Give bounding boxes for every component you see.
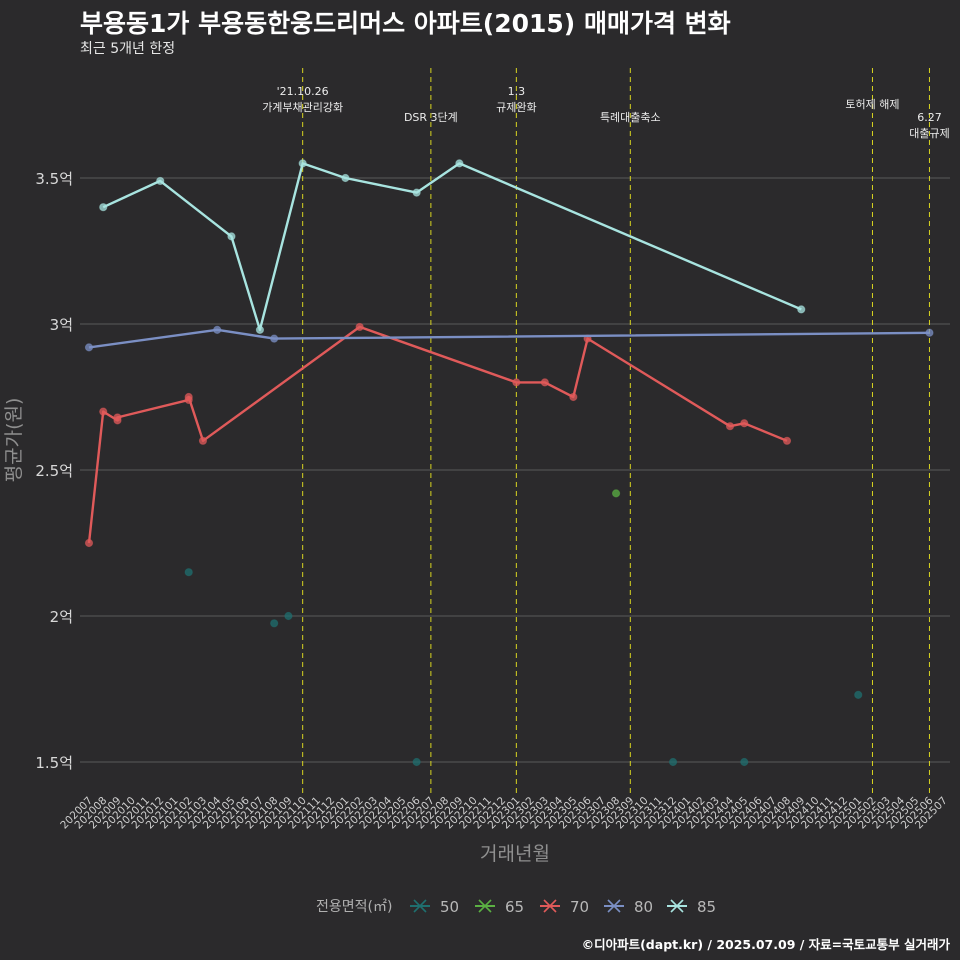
y-tick-label: 2억 (50, 608, 73, 626)
legend-label: 50 (440, 898, 459, 916)
data-point (355, 322, 364, 332)
series-line-70 (87, 325, 788, 544)
data-point (455, 159, 464, 168)
data-point (740, 419, 749, 428)
y-axis-label: 평균가(원) (3, 398, 25, 483)
legend-label: 85 (697, 898, 716, 916)
event-lines-layer (302, 68, 930, 795)
y-tick-label: 1.5억 (35, 754, 73, 772)
data-point (184, 568, 193, 577)
legend: 전용면적(㎡) 50 65 70 80 85 (316, 898, 716, 916)
legend-item-50: 50 (410, 898, 459, 916)
data-point (512, 378, 521, 387)
event-annotation: 1.3 (508, 85, 526, 98)
series-70 (84, 322, 792, 548)
event-annotation: 토허제 해제 (845, 97, 899, 111)
chart-title: 부용동1가 부용동한웅드리머스 아파트(2015) 매매가격 변화 (80, 9, 731, 38)
data-point (668, 757, 678, 767)
data-point (270, 334, 279, 343)
source-caption: ©디아파트(dapt.kr) / 2025.07.09 / 자료=국토교통부 실… (581, 937, 950, 952)
data-point (156, 176, 165, 186)
data-point (782, 436, 792, 445)
data-point (113, 413, 122, 422)
data-point (227, 232, 236, 241)
legend-item-65: 65 (475, 898, 524, 916)
data-point (725, 422, 735, 431)
data-point (740, 757, 749, 767)
series-80 (84, 325, 934, 352)
series-85 (99, 159, 806, 334)
event-annotation: 6.27 (917, 111, 942, 124)
data-point (99, 203, 108, 212)
data-point (925, 328, 934, 337)
event-annotation: 대출규제 (909, 127, 949, 140)
data-point (341, 173, 350, 183)
legend-item-85: 85 (667, 898, 716, 916)
event-annotation: 특례대출축소 (600, 111, 661, 124)
legend-label: 65 (505, 898, 524, 916)
legend-label: 80 (634, 898, 653, 916)
data-point (611, 489, 621, 498)
chart-subtitle: 최근 5개년 한정 (80, 41, 176, 57)
data-point (540, 378, 549, 387)
legend-key-cross (413, 899, 427, 913)
legend-key-cross (670, 899, 684, 913)
y-tick-label: 2.5억 (35, 462, 73, 480)
x-tick-labels: 2020072020082020092020102020112020122021… (58, 794, 950, 831)
data-point (569, 392, 578, 402)
data-point (198, 436, 208, 445)
event-annotation: DSR 3단계 (404, 111, 458, 124)
data-point (255, 325, 265, 334)
y-tick-label: 3억 (50, 316, 73, 334)
series-line-80 (88, 328, 930, 349)
event-annotation: 가계부채관리강화 (262, 101, 343, 114)
legend-label: 70 (570, 898, 589, 916)
legend-title: 전용면적(㎡) (316, 899, 392, 915)
data-point (854, 690, 863, 699)
series-50 (184, 568, 863, 767)
data-point (412, 757, 421, 767)
data-point (412, 188, 421, 197)
series-line-85 (102, 162, 802, 331)
event-annotation: 규제완화 (496, 101, 536, 114)
legend-key-cross (478, 899, 492, 913)
data-point (797, 305, 806, 314)
series-layer (84, 159, 934, 767)
y-tick-labels: 1.5억 2억 2.5억 3억 3.5억 (35, 170, 73, 772)
series-65 (611, 489, 621, 498)
legend-item-70: 70 (540, 898, 589, 916)
data-point (213, 325, 222, 334)
legend-key-cross (543, 899, 557, 913)
legend-item-80: 80 (604, 898, 653, 916)
data-point (298, 159, 307, 168)
data-point (270, 619, 279, 628)
legend-key-cross (607, 899, 621, 913)
y-tick-label: 3.5억 (35, 170, 73, 188)
x-axis-label: 거래년월 (480, 843, 550, 865)
data-point (184, 392, 193, 402)
data-point (84, 538, 94, 548)
grid-layer (80, 177, 950, 763)
event-annotation: '21.10.26 (277, 85, 329, 98)
data-point (284, 611, 293, 621)
data-point (99, 407, 108, 416)
data-point (84, 343, 94, 352)
